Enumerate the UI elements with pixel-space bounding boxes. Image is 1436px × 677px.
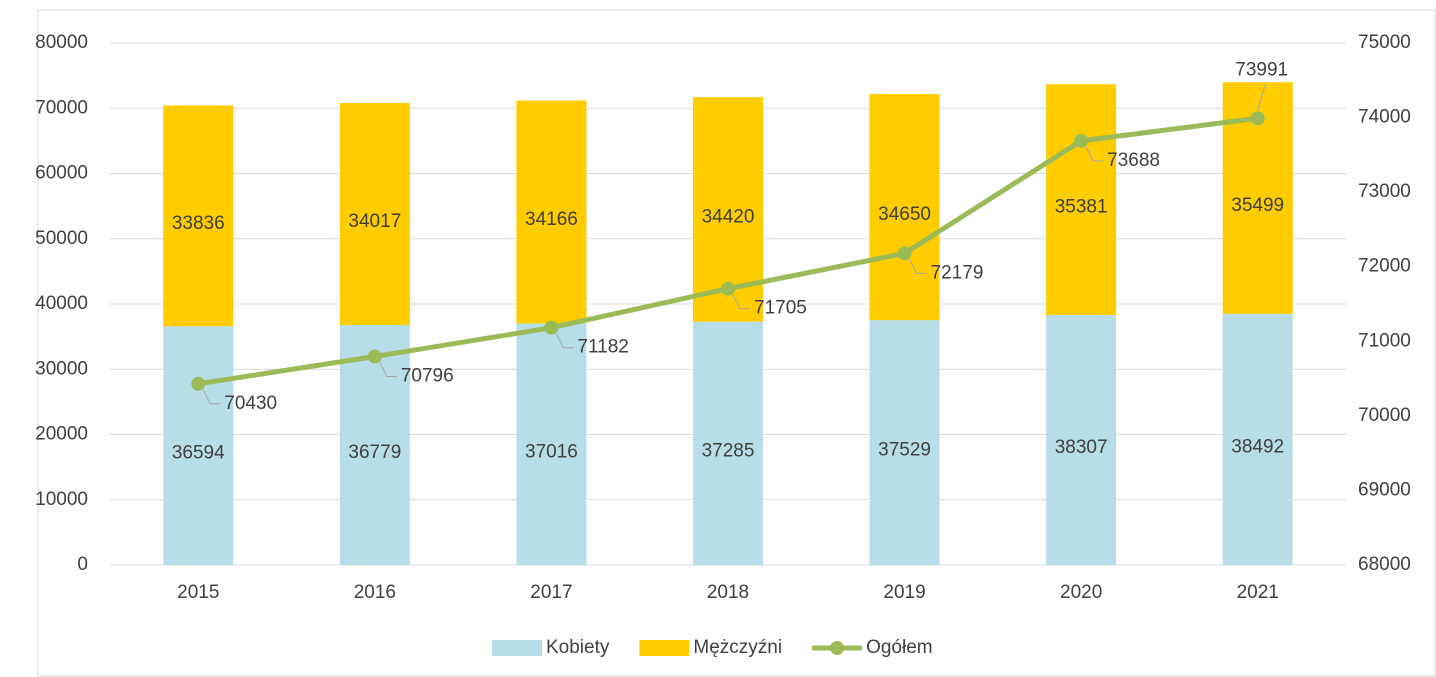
x-tick-label: 2020 <box>1060 582 1102 603</box>
y2-tick-label: 68000 <box>1358 554 1411 575</box>
y2-tick-label: 70000 <box>1358 405 1411 426</box>
line-point <box>367 349 382 364</box>
y-tick-label: 70000 <box>35 97 88 118</box>
y-tick-label: 30000 <box>35 358 88 379</box>
legend-point <box>830 641 845 655</box>
bar <box>516 100 587 324</box>
line-point <box>1074 133 1089 148</box>
y-tick-label: 60000 <box>35 163 88 184</box>
y2-tick-label: 75000 <box>1358 32 1411 53</box>
y-tick-label: 50000 <box>35 228 88 249</box>
bar-label: 37285 <box>702 440 755 461</box>
leader-line <box>1085 146 1104 162</box>
bar-label: 35499 <box>1231 195 1284 216</box>
bar-label: 36594 <box>172 443 225 464</box>
bar <box>1046 315 1117 565</box>
line-label: 71705 <box>754 298 807 319</box>
leader-line <box>1257 83 1267 111</box>
x-tick-label: 2018 <box>707 582 749 603</box>
y-tick-label: 20000 <box>35 424 88 445</box>
bar-label: 35381 <box>1055 197 1108 218</box>
line-point <box>1250 111 1265 126</box>
bar <box>516 323 587 565</box>
bar-label: 38492 <box>1231 436 1284 457</box>
leader-line <box>909 259 927 274</box>
leader-line <box>202 389 221 405</box>
x-tick-label: 2019 <box>883 582 925 603</box>
leader-line <box>732 294 750 310</box>
y-tick-label: 10000 <box>35 489 88 510</box>
bar <box>1046 84 1117 316</box>
y2-tick-label: 72000 <box>1358 256 1411 277</box>
legend-label: Ogółem <box>866 637 933 658</box>
bar <box>1222 313 1293 565</box>
x-tick-label: 2015 <box>177 582 219 603</box>
legend-label: Kobiety <box>546 637 610 658</box>
y-tick-label: 80000 <box>35 32 88 53</box>
legend-swatch <box>492 640 542 656</box>
bar-label: 36779 <box>348 442 401 463</box>
bar-label: 33836 <box>172 213 225 234</box>
bar <box>339 103 410 326</box>
line-label: 70796 <box>401 366 454 387</box>
line-label: 72179 <box>931 262 984 283</box>
bar-label: 34420 <box>702 206 755 227</box>
y2-tick-label: 73000 <box>1358 181 1411 202</box>
bar <box>163 105 234 327</box>
line-point <box>897 246 912 261</box>
line-label: 70430 <box>224 393 277 414</box>
legend-swatch <box>639 640 690 656</box>
line-label: 73991 <box>1235 59 1288 80</box>
x-tick-label: 2021 <box>1237 582 1279 603</box>
bar-label: 34017 <box>348 211 401 232</box>
line-label: 71182 <box>577 337 628 358</box>
bar <box>339 325 410 565</box>
leader-line <box>379 362 397 377</box>
y2-tick-label: 71000 <box>1358 330 1411 351</box>
leader-line <box>555 333 574 349</box>
line-point <box>191 376 206 391</box>
bar-label: 34650 <box>878 204 931 225</box>
y-tick-label: 40000 <box>35 293 88 314</box>
bar <box>869 94 940 321</box>
bar <box>869 320 940 565</box>
y2-tick-label: 69000 <box>1358 479 1411 500</box>
bar-label: 37016 <box>525 441 578 462</box>
y-tick-label: 0 <box>77 554 88 575</box>
line-point <box>544 320 559 335</box>
bar-label: 38307 <box>1055 437 1108 458</box>
bar-label: 34166 <box>525 209 578 230</box>
legend-label: Mężczyźni <box>693 637 782 658</box>
y2-tick-label: 74000 <box>1358 107 1411 128</box>
bar-label: 37529 <box>878 440 931 461</box>
line-point <box>721 281 735 296</box>
chart-border <box>37 9 1436 677</box>
bar <box>693 321 763 565</box>
line-label: 73688 <box>1107 150 1160 171</box>
bar <box>163 326 234 565</box>
x-tick-label: 2016 <box>354 582 396 603</box>
x-tick-label: 2017 <box>530 582 572 603</box>
